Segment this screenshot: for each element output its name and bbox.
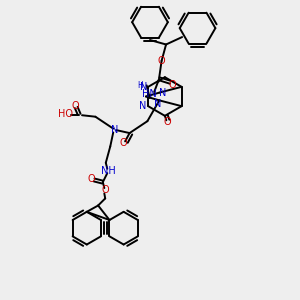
- Text: HN: HN: [142, 89, 157, 99]
- Text: N: N: [154, 99, 161, 109]
- Text: H: H: [137, 81, 143, 90]
- Text: O: O: [164, 117, 171, 127]
- Text: N: N: [111, 125, 118, 135]
- Text: NH: NH: [101, 166, 116, 176]
- Text: O: O: [72, 101, 79, 111]
- Text: O: O: [101, 185, 109, 195]
- Text: N: N: [139, 101, 146, 111]
- Text: O: O: [88, 174, 95, 184]
- Text: N: N: [159, 88, 167, 98]
- Text: O: O: [120, 138, 128, 148]
- Text: HO: HO: [58, 109, 73, 119]
- Text: O: O: [158, 56, 165, 66]
- Text: N: N: [140, 82, 147, 92]
- Text: O: O: [168, 80, 176, 90]
